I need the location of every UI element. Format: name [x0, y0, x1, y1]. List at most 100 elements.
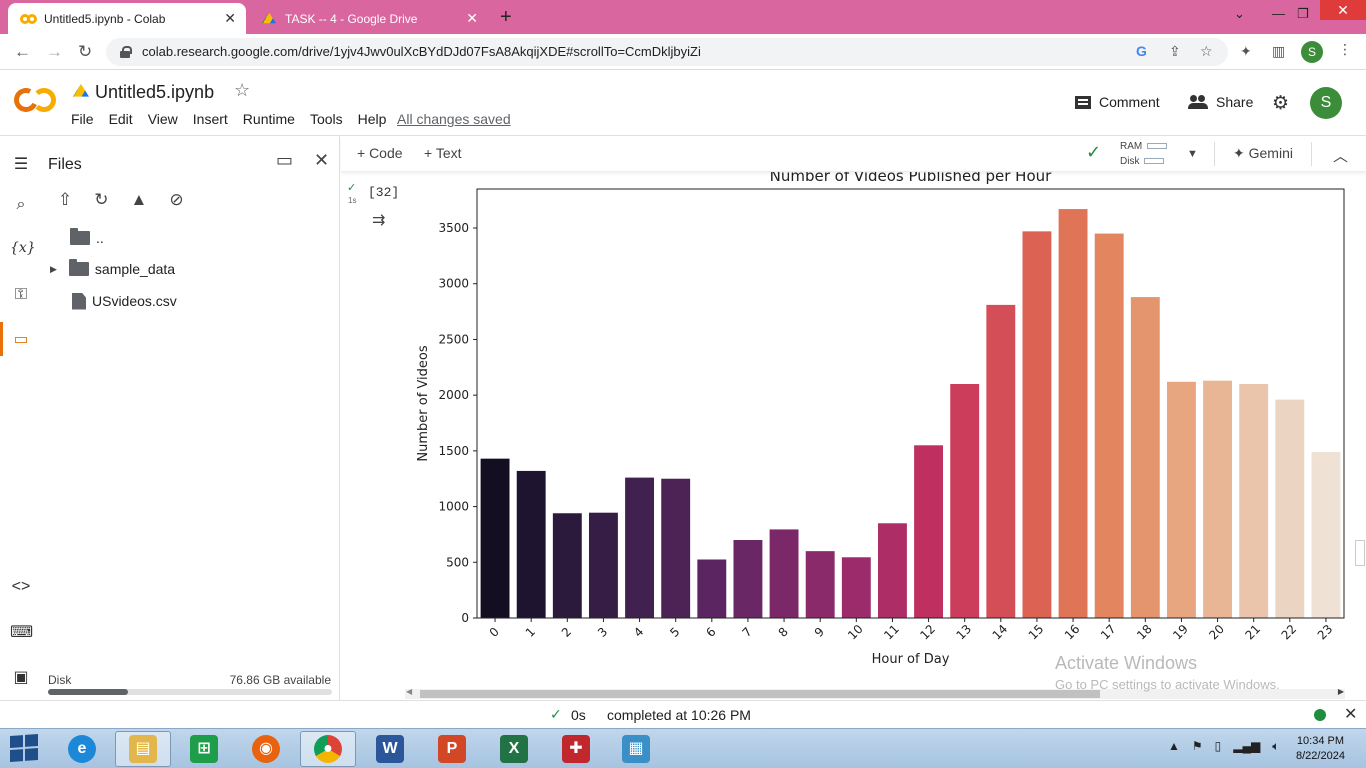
tab-drive[interactable]: TASK -- 4 - Google Drive ✕ — [250, 3, 488, 34]
ram-disk-indicator[interactable]: RAM Disk — [1120, 139, 1168, 169]
tab-search-icon[interactable]: ⌄ — [1234, 6, 1245, 21]
new-tab-button[interactable]: + — [500, 6, 512, 28]
search-icon[interactable]: ⌕ — [16, 196, 26, 213]
y-tick-label: 500 — [446, 555, 469, 569]
menu-help[interactable]: Help — [357, 111, 387, 127]
google-lens-icon[interactable]: G — [1136, 43, 1147, 59]
status-close-icon[interactable]: ✕ — [1344, 706, 1358, 723]
taskbar-excel[interactable]: X — [486, 731, 542, 767]
back-icon[interactable]: ← — [14, 42, 31, 61]
save-status-link[interactable]: All changes saved — [397, 111, 511, 127]
forward-icon[interactable]: → — [46, 42, 63, 61]
active-indicator — [0, 322, 3, 356]
tray-expand-icon[interactable]: ▲ — [1168, 739, 1180, 753]
notebook-title[interactable]: Untitled5.ipynb — [95, 82, 215, 102]
bar-hour-9 — [805, 551, 835, 618]
taskbar-store[interactable]: ⊞ — [176, 731, 232, 767]
x-tick-label: 4 — [631, 625, 646, 640]
output-actions-icon[interactable]: ⇉ — [372, 212, 386, 229]
restore-button[interactable]: ❐ — [1297, 6, 1309, 21]
bar-hour-4 — [625, 477, 655, 618]
volume-icon[interactable]: 🔈︎ — [1272, 739, 1280, 753]
x-tick-label: 7 — [739, 625, 754, 640]
command-palette-icon[interactable]: ⌨ — [10, 624, 34, 641]
horizontal-scroll-thumb[interactable] — [420, 690, 1100, 698]
expand-caret-icon[interactable]: ▶ — [50, 263, 57, 274]
open-in-tab-icon[interactable]: ▭ — [276, 150, 294, 170]
share-button[interactable]: Share — [1188, 94, 1253, 110]
close-tab-icon[interactable]: ✕ — [466, 10, 478, 26]
tree-item-parent[interactable]: .. — [70, 227, 104, 249]
files-folder-icon[interactable]: ▭ — [13, 331, 29, 348]
bar-hour-21 — [1239, 384, 1269, 618]
side-panel-icon[interactable]: ▥ — [1272, 43, 1286, 59]
close-panel-icon[interactable]: ✕ — [314, 150, 330, 170]
battery-icon[interactable]: ▯ — [1214, 739, 1222, 753]
gear-icon[interactable]: ⚙ — [1272, 93, 1290, 114]
tab-colab[interactable]: Untitled5.ipynb - Colab ✕ — [8, 3, 246, 34]
taskbar-photos[interactable]: ▦ — [608, 731, 664, 767]
comment-button[interactable]: Comment — [1075, 94, 1160, 110]
scroll-left-icon[interactable]: ◀ — [406, 687, 413, 696]
colab-logo[interactable] — [10, 84, 56, 116]
hide-files-icon[interactable]: ⊘ — [169, 190, 184, 209]
omnibox[interactable]: colab.research.google.com/drive/1yjv4Jwv… — [106, 38, 1228, 66]
browser-menu-icon[interactable]: ⋮ — [1338, 41, 1352, 57]
profile-avatar[interactable]: S — [1301, 41, 1323, 63]
disk-usage-fill — [48, 689, 128, 695]
collapse-chevron-icon[interactable]: ︿ — [1333, 148, 1349, 165]
notebook-toolbar: + Code + Text ✓ RAM Disk ▼ ✦ Gemini ︿ — [341, 136, 1366, 172]
tree-item-sample-data[interactable]: ▶ sample_data — [50, 258, 175, 280]
taskbar-ie[interactable]: e — [54, 731, 110, 767]
x-tick-label: 20 — [1206, 622, 1227, 643]
gemini-icon: ✦ — [1233, 145, 1245, 161]
bookmark-star-icon[interactable]: ☆ — [1200, 43, 1213, 59]
windows-start-icon[interactable] — [10, 734, 38, 762]
horizontal-scrollbar[interactable]: ◀ ▶ — [405, 687, 1345, 699]
secrets-key-icon[interactable]: ⚿ — [14, 286, 28, 303]
close-tab-icon[interactable]: ✕ — [224, 10, 236, 26]
taskbar-clock[interactable]: 10:34 PM 8/22/2024 — [1296, 734, 1345, 764]
menu-insert[interactable]: Insert — [192, 111, 228, 127]
terminal-icon[interactable]: ▣ — [13, 669, 29, 686]
menu-tools[interactable]: Tools — [309, 111, 343, 127]
menu-view[interactable]: View — [147, 111, 178, 127]
taskbar-chrome[interactable]: ● — [300, 731, 356, 767]
lock-icon[interactable] — [120, 46, 132, 58]
url-text[interactable]: colab.research.google.com/drive/1yjv4Jwv… — [142, 44, 701, 59]
minimize-button[interactable]: — — [1272, 6, 1285, 21]
user-avatar[interactable]: S — [1310, 87, 1342, 119]
share-page-icon[interactable]: ⇪ — [1169, 43, 1181, 59]
scroll-right-icon[interactable]: ▶ — [1337, 687, 1344, 696]
reload-icon[interactable]: ↻ — [78, 42, 93, 61]
taskbar-firefox[interactable]: ◉ — [238, 731, 294, 767]
tree-item-usvideos[interactable]: USvideos.csv — [68, 290, 177, 312]
action-center-flag-icon[interactable]: ⚑ — [1191, 739, 1203, 753]
taskbar-word[interactable]: W — [362, 731, 418, 767]
extensions-icon[interactable]: ✦ — [1240, 43, 1252, 59]
menu-edit[interactable]: Edit — [108, 111, 133, 127]
table-of-contents-icon[interactable]: ☰ — [13, 156, 29, 173]
menu-runtime[interactable]: Runtime — [242, 111, 295, 127]
taskbar-explorer[interactable]: ▤ — [115, 731, 171, 767]
star-icon[interactable]: ☆ — [234, 80, 251, 100]
drive-icon[interactable] — [73, 84, 89, 97]
mount-drive-icon[interactable]: ▲ — [130, 190, 148, 209]
runtime-dropdown-icon[interactable]: ▼ — [1187, 148, 1198, 160]
connected-check-icon: ✓ — [1086, 142, 1102, 162]
refresh-icon[interactable]: ↻ — [94, 190, 109, 209]
cell-exec-time: 1s — [348, 196, 357, 205]
network-signal-icon[interactable]: ▂▄▆ — [1233, 739, 1261, 753]
variables-icon[interactable]: {x} — [10, 240, 36, 256]
code-snippets-icon[interactable]: <> — [11, 578, 31, 595]
add-text-button[interactable]: + Text — [424, 145, 462, 161]
taskbar-powerpoint[interactable]: P — [424, 731, 480, 767]
upload-file-icon[interactable]: ⇧ — [58, 190, 73, 209]
window-close-button[interactable]: ✕ — [1320, 0, 1366, 20]
taskbar-app-shield[interactable]: ✚ — [548, 731, 604, 767]
add-code-button[interactable]: + Code — [357, 145, 403, 161]
vertical-scroll-thumb[interactable] — [1355, 540, 1365, 566]
gemini-button[interactable]: ✦ Gemini — [1233, 145, 1293, 162]
menu-file[interactable]: File — [71, 111, 94, 127]
y-tick-label: 2500 — [438, 332, 469, 346]
